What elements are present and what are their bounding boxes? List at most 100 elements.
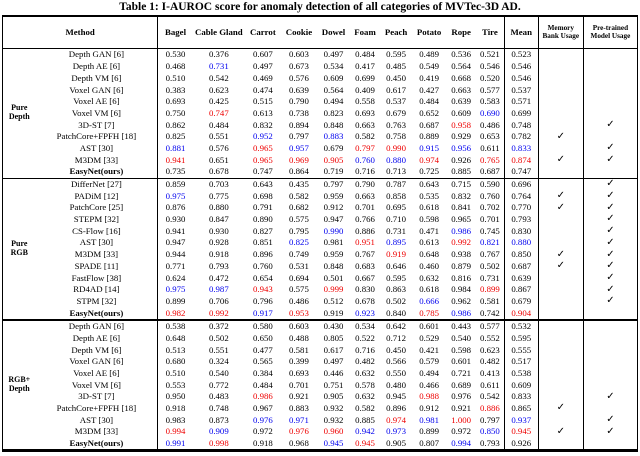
value-cell: 0.484	[253, 379, 273, 390]
value-cell: 0.919	[386, 249, 406, 260]
value-cell: 0.648	[165, 332, 186, 343]
value-cell: 0.497	[323, 49, 344, 60]
value-cell: 0.965	[253, 142, 273, 153]
table-row: PatchCore [25] 0.876 0.880 0.791 0.682 0.912 0…	[3, 201, 638, 214]
value-cell: 0.598	[419, 214, 440, 225]
method-cell: Voxel VM [6]	[35, 107, 159, 120]
memory-check-icon: ✓	[538, 154, 584, 166]
method-cell: Voxel GAN [6]	[35, 355, 159, 368]
pretrained-check-cell	[583, 84, 637, 96]
memory-check-cell	[538, 344, 584, 356]
value-cell: 0.968	[289, 438, 309, 449]
mean-value-cell: 0.595	[504, 332, 539, 345]
value-cell: 0.521	[476, 48, 505, 61]
value-cell: 0.482	[355, 356, 375, 367]
mean-value-cell: 0.880	[504, 237, 539, 249]
pretrained-check-cell	[583, 403, 637, 415]
value-cell: 0.987	[208, 284, 229, 295]
value-cell: 0.497	[323, 356, 344, 367]
group-label: Pure Depth	[8, 103, 30, 122]
method-cell: M3DM [33]	[35, 154, 159, 166]
value-cell: 0.760	[355, 154, 375, 165]
value-cell: 0.497	[253, 61, 273, 72]
value-cell: 0.480	[386, 379, 406, 390]
value-cell: 0.435	[280, 177, 317, 191]
memory-check-icon: ✓	[538, 426, 584, 438]
value-cell: 0.976	[253, 414, 273, 425]
value-cell: 0.450	[386, 72, 406, 83]
pretrained-check-cell	[583, 344, 637, 356]
mean-value-cell: 0.679	[504, 295, 539, 308]
value-cell: 0.577	[476, 318, 505, 333]
value-cell: 0.712	[386, 332, 406, 343]
value-cell: 0.551	[208, 131, 229, 142]
memory-check-cell	[538, 225, 584, 237]
table-row: Voxel VM [6] 0.553 0.772 0.484 0.701 0.751 0.5…	[3, 379, 638, 391]
value-cell: 0.413	[476, 367, 505, 380]
memory-check-icon: ✓	[538, 201, 584, 214]
value-cell: 0.771	[165, 260, 186, 271]
value-cell: 0.501	[323, 272, 344, 283]
mean-value-cell: 0.833	[504, 390, 539, 403]
value-cell: 0.488	[289, 332, 309, 343]
table-row: RGB+ Depth Depth GAN [6] 0.538 0.372 0.580 0.6…	[2, 318, 638, 451]
value-cell: 0.564	[323, 84, 344, 95]
pretrained-check-cell	[583, 379, 637, 391]
memory-check-cell	[538, 437, 584, 451]
pretrained-check-cell	[583, 307, 637, 320]
value-cell: 0.749	[289, 249, 309, 260]
value-cell: 0.999	[323, 284, 344, 295]
table-row: Depth VM [6] 0.513 0.551 0.477 0.581 0.617 0.7…	[3, 344, 638, 356]
column-header-cookie: Cookie	[280, 16, 317, 49]
value-cell: 0.694	[289, 272, 309, 283]
column-header-cable-gland: Cable Gland	[192, 16, 245, 49]
value-cell: 0.763	[386, 119, 406, 130]
value-cell: 0.679	[386, 107, 406, 118]
table-row: Depth VM [6] 0.510 0.542 0.469 0.576 0.609 0.6…	[3, 72, 638, 85]
value-cell: 0.689	[451, 379, 472, 390]
pretrained-check-cell	[583, 368, 637, 380]
value-cell: 0.990	[386, 142, 406, 153]
mean-value-cell: 0.517	[504, 355, 539, 368]
value-cell: 0.663	[451, 84, 472, 95]
value-cell: 0.827	[253, 225, 273, 236]
table-row: RD4AD [14] 0.975 0.987 0.943 0.575 0.999 0.830…	[3, 283, 638, 296]
value-cell: 0.909	[208, 426, 229, 437]
value-cell: 0.858	[386, 190, 406, 201]
value-cell: 0.701	[355, 202, 375, 213]
value-cell: 0.693	[289, 368, 309, 378]
mean-value-cell: 0.747	[504, 165, 539, 179]
memory-check-cell	[538, 295, 584, 308]
method-cell: AST [30]	[35, 142, 159, 155]
value-cell: 0.693	[355, 107, 375, 118]
method-cell: PatchCore+FPFH [18]	[35, 130, 159, 143]
memory-check-cell	[538, 390, 584, 403]
value-cell: 0.579	[419, 356, 440, 367]
value-cell: 0.582	[355, 131, 375, 142]
value-cell: 0.565	[253, 356, 273, 367]
value-cell: 0.959	[323, 190, 344, 201]
value-cell: 0.841	[451, 202, 472, 213]
memory-check-cell	[538, 414, 584, 426]
value-cell: 0.582	[355, 403, 375, 414]
value-cell: 0.654	[253, 272, 273, 283]
value-cell: 0.832	[451, 190, 472, 201]
value-cell: 0.894	[289, 119, 309, 130]
value-cell: 0.896	[253, 249, 273, 260]
value-cell: 0.899	[165, 295, 186, 306]
value-cell: 0.421	[419, 344, 440, 355]
value-cell: 0.607	[253, 49, 273, 60]
memory-check-cell	[538, 60, 584, 73]
value-cell: 0.549	[419, 61, 440, 72]
value-cell: 0.899	[419, 426, 440, 437]
value-cell: 0.535	[419, 190, 440, 201]
value-cell: 0.510	[165, 72, 186, 83]
value-cell: 0.965	[451, 214, 472, 225]
value-cell: 0.745	[476, 225, 505, 237]
table-row: Pure Depth Depth GAN [6] 0.530 0.376 0.607 0.6…	[3, 48, 638, 121]
mean-value-cell: 0.770	[504, 201, 539, 214]
value-cell: 0.862	[165, 119, 186, 130]
method-cell: M3DM [33]	[35, 248, 159, 261]
mean-value-cell: 0.696	[504, 177, 539, 191]
value-cell: 0.695	[386, 202, 406, 213]
